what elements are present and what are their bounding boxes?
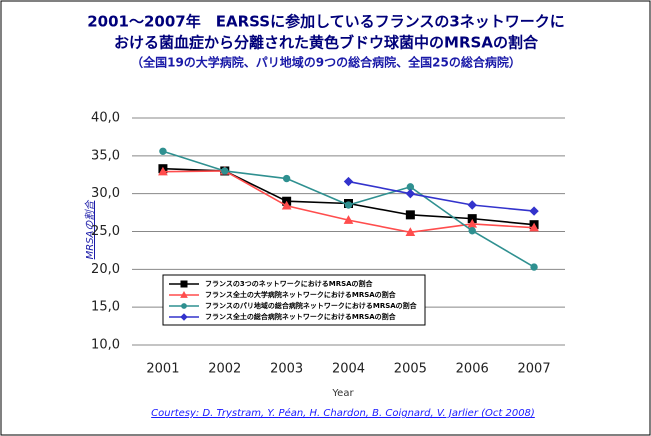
legend-marker [180, 280, 188, 288]
marker [529, 222, 539, 232]
marker [468, 227, 476, 235]
legend-marker [180, 290, 188, 298]
y-tick-label: 40,0 [91, 111, 120, 126]
x-tick-label: 2005 [394, 362, 427, 377]
x-tick-label: 2004 [332, 362, 365, 377]
x-tick-label: 2006 [456, 362, 489, 377]
marker [344, 201, 353, 209]
legend-box [162, 274, 426, 326]
y-tick-label: 25,0 [91, 224, 120, 239]
x-tick-label: 2003 [270, 362, 303, 377]
x-tick-label: 2002 [208, 362, 241, 377]
marker [282, 174, 291, 183]
y-tick-label: 15,0 [91, 300, 120, 315]
y-tick-label: 20,0 [91, 262, 120, 277]
y-tick-label: 10,0 [91, 338, 120, 353]
marker [159, 147, 167, 155]
legend-label: フランスのパリ地域の総合病院ネットワークにおけるMRSAの割合 [205, 301, 418, 310]
y-tick-label: 35,0 [91, 148, 120, 163]
marker [405, 210, 415, 220]
legend-marker [180, 313, 188, 321]
x-tick-label: 2001 [146, 362, 179, 377]
footnote: Courtesy: D. Trystram, Y. Péan, H. Chard… [151, 407, 535, 419]
marker [343, 215, 354, 224]
chart-title: 2001～2007年 EARSSに参加しているフランスの3ネットワークに [87, 13, 565, 31]
legend-label: フランス全土の総合病院ネットワークにおけるMRSAの割合 [205, 312, 397, 321]
marker [405, 188, 416, 199]
y-tick-label: 30,0 [91, 186, 120, 201]
marker [158, 166, 168, 176]
legend-label: フランスの3つのネットワークにおけるMRSAの割合 [205, 279, 374, 288]
legend-marker [181, 303, 187, 309]
marker [343, 176, 354, 187]
marker [467, 200, 477, 210]
marker [530, 263, 538, 271]
chart-title: おける菌血症から分離された黄色ブドウ球菌中のMRSAの割合 [114, 34, 539, 52]
marker [221, 167, 229, 175]
series-line [348, 180, 535, 212]
marker [405, 227, 416, 236]
x-axis-label: Year [331, 388, 354, 399]
x-tick-label: 2007 [518, 362, 551, 377]
chart-subtitle: （全国19の大学病院、パリ地域の9つの総合病院、全国25の総合病院） [131, 55, 521, 70]
legend-label: フランス全土の大学病院ネットワークにおけるMRSAの割合 [205, 290, 397, 299]
marker [529, 206, 539, 216]
marker [281, 200, 292, 210]
y-axis-label: MRSAの割合 [84, 200, 96, 260]
